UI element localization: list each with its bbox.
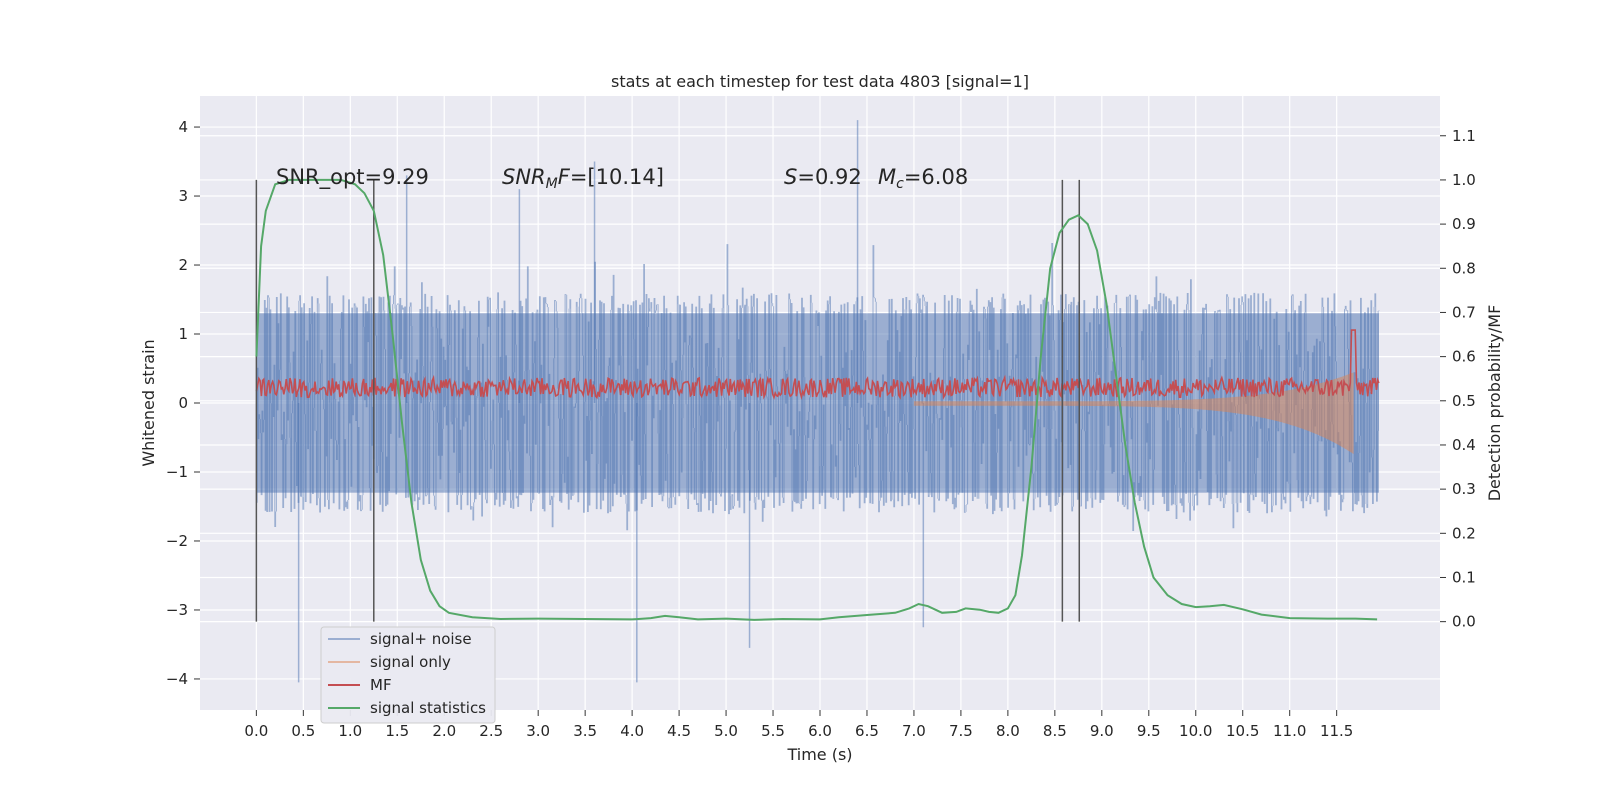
y-tick-label: −4 bbox=[166, 670, 188, 688]
x-tick-label: 8.5 bbox=[1043, 722, 1067, 740]
x-tick-label: 9.5 bbox=[1137, 722, 1161, 740]
x-tick-label: 4.0 bbox=[620, 722, 644, 740]
x-tick-label: 1.5 bbox=[385, 722, 409, 740]
x-tick-label: 0.5 bbox=[291, 722, 315, 740]
y-right-axis-ticks: 1.1 1.0 0.9 0.8 0.7 0.6 0.5 0.4 0.3 0.2 0.1 0.0 bbox=[1440, 127, 1476, 631]
x-tick-label: 11.0 bbox=[1273, 722, 1306, 740]
y-tick-label: 3 bbox=[178, 187, 188, 205]
x-tick-label: 2.0 bbox=[432, 722, 456, 740]
x-tick-label: 2.5 bbox=[479, 722, 503, 740]
x-tick-label: 6.5 bbox=[855, 722, 879, 740]
x-tick-label: 0.0 bbox=[244, 722, 268, 740]
y-tick-label: −3 bbox=[166, 601, 188, 619]
legend-label-mf: MF bbox=[370, 676, 392, 694]
x-tick-label: 3.0 bbox=[526, 722, 550, 740]
annotation-mc: Mc=6.08 bbox=[878, 165, 968, 192]
y-axis-label: Whitened strain bbox=[139, 339, 158, 466]
y-right-tick-label: 1.0 bbox=[1452, 171, 1476, 189]
y-right-tick-label: 0.5 bbox=[1452, 392, 1476, 410]
x-tick-label: 9.0 bbox=[1090, 722, 1114, 740]
legend-label-signal-only: signal only bbox=[370, 653, 451, 671]
x-axis-label: Time (s) bbox=[786, 745, 852, 764]
signal-statistics-line bbox=[255, 178, 1378, 621]
y-tick-label: 2 bbox=[178, 256, 188, 274]
y-right-tick-label: 0.6 bbox=[1452, 348, 1476, 366]
legend: signal+ noise signal only MF signal stat… bbox=[320, 626, 496, 724]
annotation-snr-opt: SNR_opt=9.29 bbox=[276, 165, 429, 190]
y-tick-label: −1 bbox=[166, 463, 188, 481]
y-tick-label: 4 bbox=[178, 118, 188, 136]
x-tick-label: 7.0 bbox=[902, 722, 926, 740]
y-right-axis-label: Detection probability/MF bbox=[1485, 305, 1504, 502]
y-axis-ticks: 4 3 2 1 0 −1 −2 −3 −4 bbox=[166, 118, 200, 688]
chart-title: stats at each timestep for test data 480… bbox=[611, 72, 1029, 91]
x-tick-label: 8.0 bbox=[996, 722, 1020, 740]
y-tick-label: −2 bbox=[166, 532, 188, 550]
signal-only-envelope bbox=[913, 372, 1354, 455]
x-tick-label: 5.5 bbox=[761, 722, 785, 740]
y-right-tick-label: 0.1 bbox=[1452, 568, 1476, 586]
annotation-snr-mf: SNRMF=[10.14] bbox=[502, 165, 664, 192]
x-tick-label: 6.0 bbox=[808, 722, 832, 740]
y-right-tick-label: 1.1 bbox=[1452, 127, 1476, 145]
y-right-tick-label: 0.2 bbox=[1452, 524, 1476, 542]
mf-trace bbox=[255, 329, 1380, 400]
x-tick-label: 11.5 bbox=[1320, 722, 1353, 740]
y-right-tick-label: 0.7 bbox=[1452, 303, 1476, 321]
y-tick-label: 0 bbox=[178, 394, 188, 412]
series-mf bbox=[255, 329, 1380, 400]
y-right-tick-label: 0.3 bbox=[1452, 480, 1476, 498]
x-tick-label: 10.5 bbox=[1226, 722, 1259, 740]
x-tick-label: 7.5 bbox=[949, 722, 973, 740]
x-tick-label: 10.0 bbox=[1179, 722, 1212, 740]
legend-box bbox=[320, 626, 496, 724]
y-right-tick-label: 0.8 bbox=[1452, 259, 1476, 277]
y-tick-label: 1 bbox=[178, 325, 188, 343]
y-right-tick-label: 0.0 bbox=[1452, 613, 1476, 631]
legend-label-signal-noise: signal+ noise bbox=[370, 630, 472, 648]
x-axis-ticks: 0.0 0.5 1.0 1.5 2.0 2.5 3.0 3.5 4.0 4.5 5.0 5.5 6.0 6… bbox=[244, 710, 1353, 740]
series-signal-only bbox=[913, 372, 1354, 455]
x-tick-label: 1.0 bbox=[338, 722, 362, 740]
y-right-tick-label: 0.4 bbox=[1452, 436, 1476, 454]
y-right-tick-label: 0.9 bbox=[1452, 215, 1476, 233]
series-signal-statistics bbox=[255, 178, 1378, 621]
vertical-markers bbox=[255, 179, 1081, 622]
x-tick-label: 4.5 bbox=[667, 722, 691, 740]
x-tick-label: 3.5 bbox=[573, 722, 597, 740]
annotation-s: S=0.92 bbox=[784, 165, 862, 189]
legend-label-signal-statistics: signal statistics bbox=[370, 699, 486, 717]
x-tick-label: 5.0 bbox=[714, 722, 738, 740]
